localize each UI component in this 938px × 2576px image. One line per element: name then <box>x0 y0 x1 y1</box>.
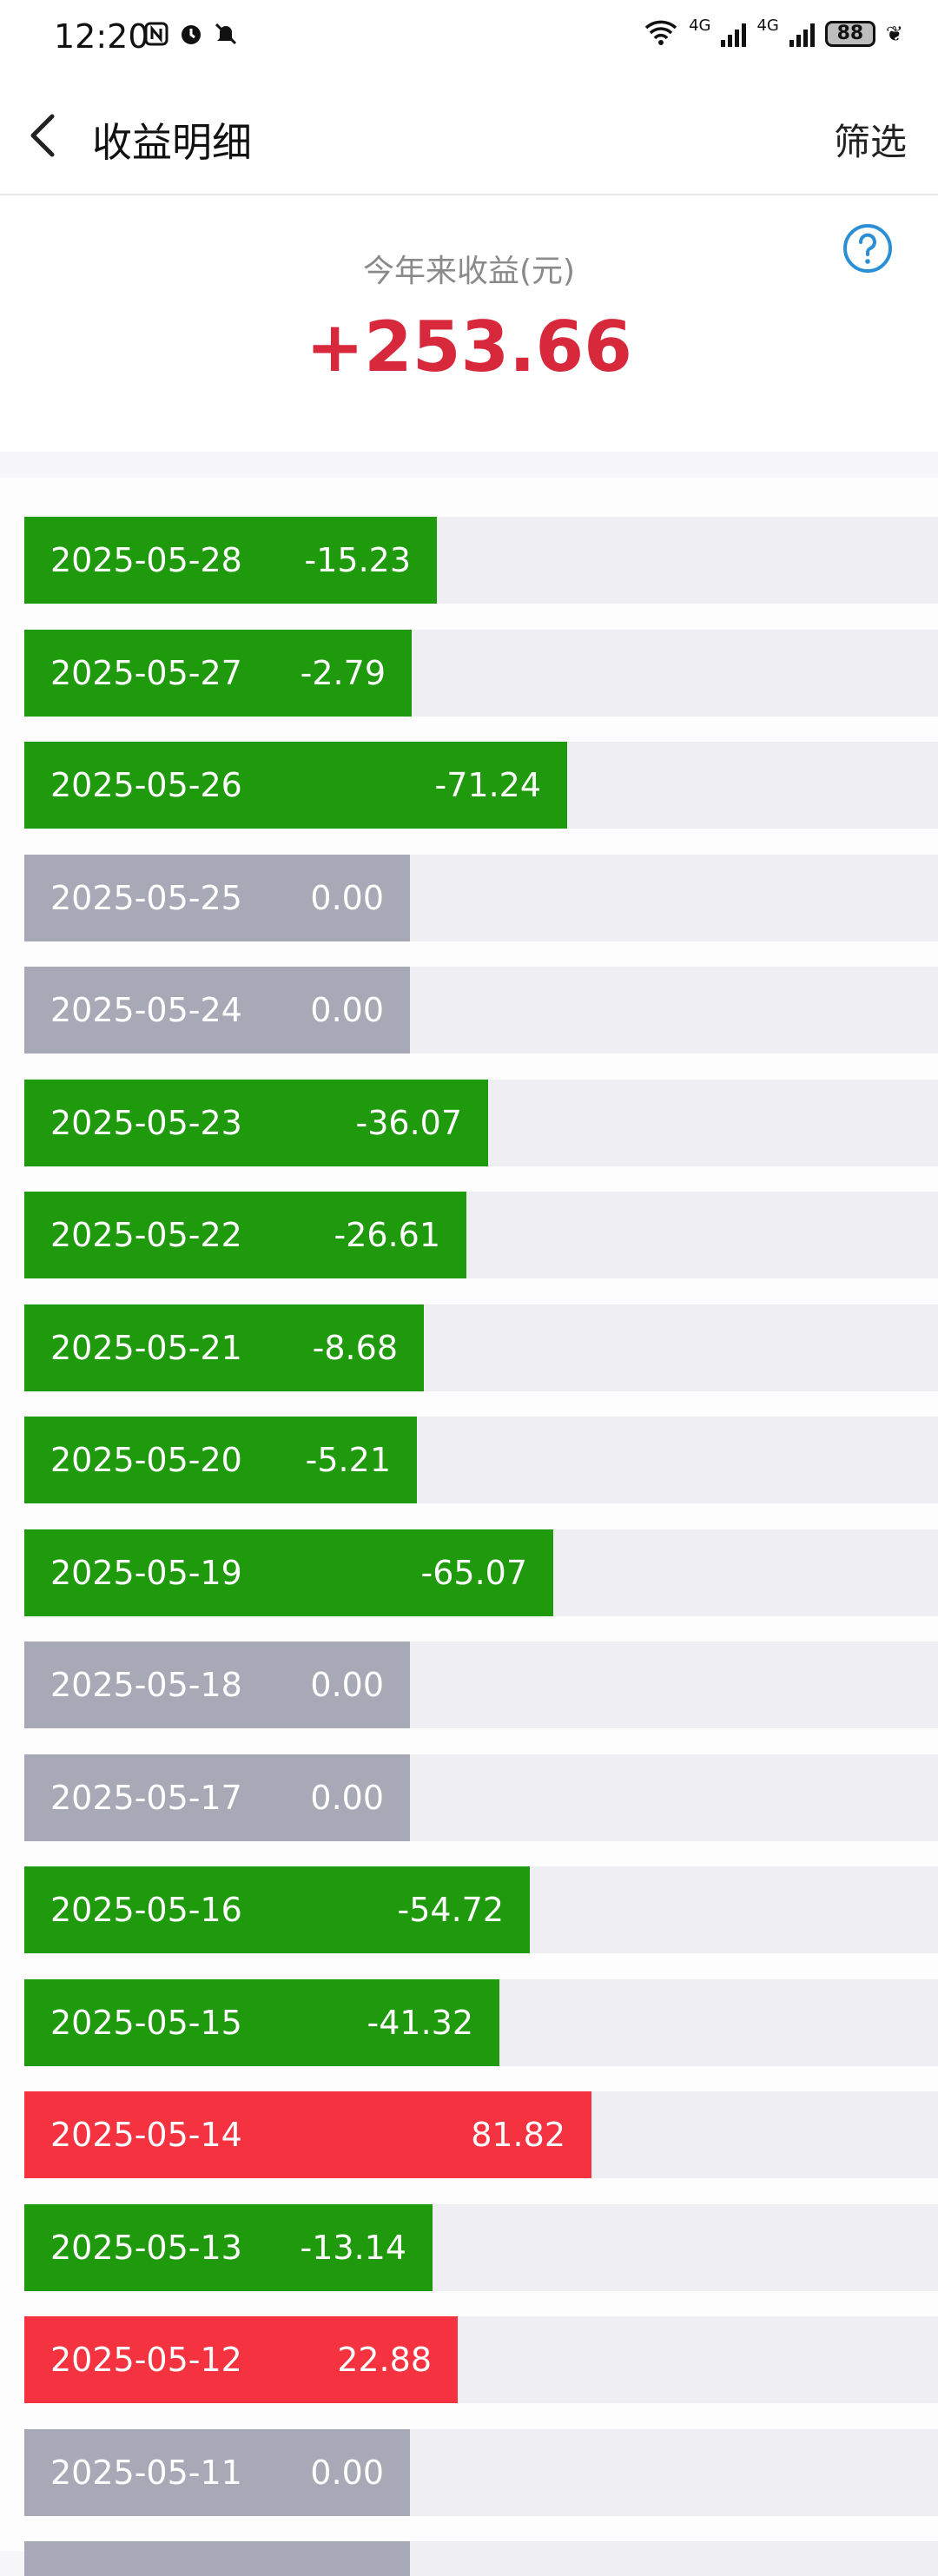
summary-card: 今年来收益(元) +253.66 <box>0 195 938 452</box>
row-date: 2025-05-14 <box>50 2116 242 2154</box>
row-amount: -8.68 <box>312 1329 398 1367</box>
list-item[interactable]: 2025-05-15 -41.32 <box>24 1979 938 2066</box>
list-item-partial[interactable] <box>24 2541 938 2576</box>
row-date: 2025-05-22 <box>50 1216 242 1254</box>
row-date: 2025-05-25 <box>50 879 242 917</box>
list-item[interactable]: 2025-05-11 0.00 <box>24 2429 938 2516</box>
earnings-bar: 2025-05-14 81.82 <box>24 2091 591 2178</box>
row-date: 2025-05-24 <box>50 991 242 1029</box>
list-item[interactable]: 2025-05-27 -2.79 <box>24 630 938 717</box>
row-date: 2025-05-23 <box>50 1104 242 1142</box>
row-date: 2025-05-17 <box>50 1779 242 1817</box>
earnings-bar: 2025-05-12 22.88 <box>24 2316 458 2403</box>
list-item[interactable]: 2025-05-22 -26.61 <box>24 1192 938 1278</box>
earnings-bar: 2025-05-27 -2.79 <box>24 630 412 717</box>
row-amount: -13.14 <box>300 2229 407 2267</box>
row-amount: 0.00 <box>310 1779 384 1817</box>
network-type-label-2: 4G <box>756 16 779 35</box>
row-amount: -71.24 <box>434 766 542 804</box>
leaf-icon: ❦ <box>885 22 903 46</box>
status-right-icons: 4G 4G 88 ❦ <box>644 16 903 49</box>
signal-icon <box>721 21 747 47</box>
app-header: 收益明细 筛选 <box>0 78 938 195</box>
page-title: 收益明细 <box>92 119 252 166</box>
status-left-icons <box>143 21 239 47</box>
earnings-bar: 2025-05-11 0.00 <box>24 2429 410 2516</box>
list-item[interactable]: 2025-05-26 -71.24 <box>24 742 938 829</box>
row-date: 2025-05-12 <box>50 2341 242 2379</box>
earnings-bar: 2025-05-19 -65.07 <box>24 1529 553 1616</box>
row-amount: -15.23 <box>304 541 412 579</box>
earnings-bar: 2025-05-15 -41.32 <box>24 1979 499 2066</box>
list-item[interactable]: 2025-05-16 -54.72 <box>24 1866 938 1953</box>
signal-icon-2 <box>789 21 815 47</box>
ytd-earnings-value: +253.66 <box>306 307 632 387</box>
row-amount: 0.00 <box>310 1666 384 1704</box>
row-date: 2025-05-13 <box>50 2229 242 2267</box>
row-amount: -26.61 <box>334 1216 441 1254</box>
earnings-bar: 2025-05-18 0.00 <box>24 1641 410 1728</box>
row-amount: -41.32 <box>367 2004 474 2042</box>
earnings-bar: 2025-05-13 -13.14 <box>24 2204 433 2291</box>
row-date: 2025-05-16 <box>50 1891 242 1929</box>
earnings-bar: 2025-05-17 0.00 <box>24 1754 410 1841</box>
earnings-bar <box>24 2541 410 2576</box>
row-amount: 0.00 <box>310 879 384 917</box>
question-circle-icon[interactable] <box>842 223 893 274</box>
wifi-icon <box>644 19 678 49</box>
earnings-list: 2025-05-28 -15.23 2025-05-27 -2.79 2025-05-2… <box>0 478 938 2576</box>
status-time: 12:20 <box>54 17 149 56</box>
row-date: 2025-05-28 <box>50 541 242 579</box>
earnings-bar: 2025-05-20 -5.21 <box>24 1417 417 1503</box>
row-amount: -5.21 <box>305 1441 391 1479</box>
list-item[interactable]: 2025-05-20 -5.21 <box>24 1417 938 1503</box>
list-item[interactable]: 2025-05-17 0.00 <box>24 1754 938 1841</box>
row-date: 2025-05-18 <box>50 1666 242 1704</box>
list-item[interactable]: 2025-05-25 0.00 <box>24 855 938 941</box>
row-date: 2025-05-19 <box>50 1554 242 1592</box>
back-arrow-icon[interactable] <box>24 111 66 160</box>
row-date: 2025-05-15 <box>50 2004 242 2042</box>
battery-icon: 88 <box>824 21 875 47</box>
earnings-bar: 2025-05-24 0.00 <box>24 967 410 1054</box>
earnings-bar: 2025-05-23 -36.07 <box>24 1080 488 1166</box>
list-item[interactable]: 2025-05-14 81.82 <box>24 2091 938 2178</box>
filter-button[interactable]: 筛选 <box>833 121 907 163</box>
row-amount: 0.00 <box>310 2454 384 2492</box>
earnings-bar: 2025-05-16 -54.72 <box>24 1866 530 1953</box>
earnings-bar: 2025-05-25 0.00 <box>24 855 410 941</box>
ytd-earnings-label: 今年来收益(元) <box>362 254 576 289</box>
row-date: 2025-05-26 <box>50 766 242 804</box>
list-item[interactable]: 2025-05-23 -36.07 <box>24 1080 938 1166</box>
earnings-bar: 2025-05-22 -26.61 <box>24 1192 466 1278</box>
earnings-bar: 2025-05-26 -71.24 <box>24 742 567 829</box>
earnings-bar: 2025-05-21 -8.68 <box>24 1305 424 1391</box>
row-date: 2025-05-11 <box>50 2454 242 2492</box>
list-item[interactable]: 2025-05-21 -8.68 <box>24 1305 938 1391</box>
row-amount: -54.72 <box>397 1891 505 1929</box>
row-amount: 81.82 <box>471 2116 565 2154</box>
mute-icon <box>213 21 239 47</box>
row-amount: 0.00 <box>310 991 384 1029</box>
row-amount: -36.07 <box>355 1104 463 1142</box>
network-type-label: 4G <box>689 16 711 35</box>
earnings-bar: 2025-05-28 -15.23 <box>24 517 437 604</box>
list-item[interactable]: 2025-05-18 0.00 <box>24 1641 938 1728</box>
status-bar: 12:20 4G 4G 88 ❦ <box>0 0 938 78</box>
row-date: 2025-05-20 <box>50 1441 242 1479</box>
list-item[interactable]: 2025-05-28 -15.23 <box>24 517 938 604</box>
list-item[interactable]: 2025-05-12 22.88 <box>24 2316 938 2403</box>
row-date: 2025-05-21 <box>50 1329 242 1367</box>
row-amount: -2.79 <box>300 654 386 692</box>
row-date: 2025-05-27 <box>50 654 242 692</box>
list-item[interactable]: 2025-05-19 -65.07 <box>24 1529 938 1616</box>
nfc-icon <box>143 21 169 47</box>
alarm-icon <box>178 21 204 47</box>
row-amount: 22.88 <box>337 2341 432 2379</box>
list-item[interactable]: 2025-05-13 -13.14 <box>24 2204 938 2291</box>
row-amount: -65.07 <box>420 1554 528 1592</box>
list-item[interactable]: 2025-05-24 0.00 <box>24 967 938 1054</box>
